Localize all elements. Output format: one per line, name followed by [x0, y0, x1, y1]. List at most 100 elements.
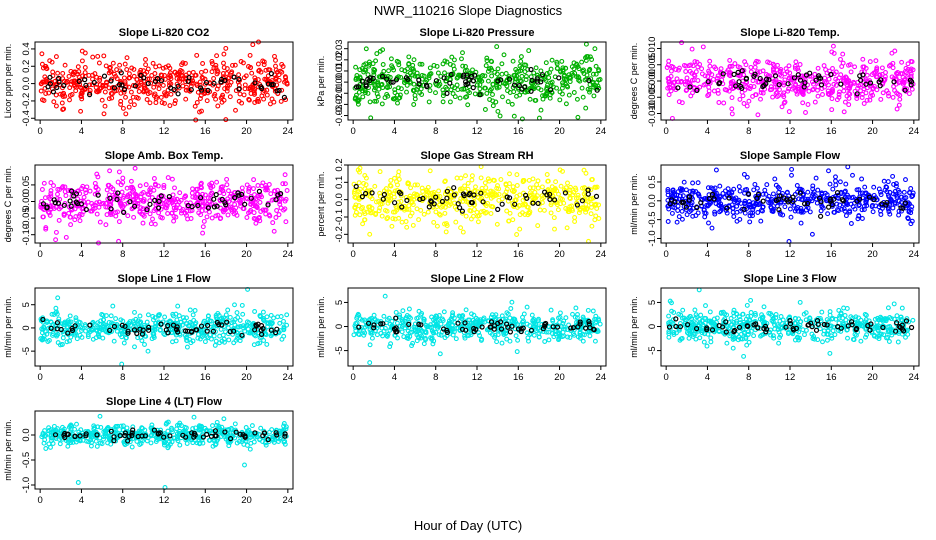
data-point	[168, 91, 174, 97]
data-point	[833, 182, 839, 188]
data-point	[209, 61, 215, 67]
data-point	[151, 187, 157, 193]
data-point	[199, 74, 205, 80]
data-point	[211, 65, 217, 71]
data-point	[39, 61, 45, 67]
data-point-black	[736, 79, 742, 85]
data-point	[571, 90, 577, 95]
data-point	[589, 57, 595, 62]
y-tick-label: -0.1	[334, 209, 345, 225]
data-point	[752, 64, 758, 70]
data-point	[354, 97, 360, 103]
data-point	[55, 191, 60, 197]
data-point	[103, 63, 109, 69]
data-point	[108, 313, 114, 319]
data-point	[858, 88, 863, 94]
x-tick-label: 20	[867, 249, 878, 260]
data-point	[517, 226, 523, 232]
data-point	[534, 182, 540, 188]
data-point	[782, 77, 788, 83]
data-point	[367, 342, 373, 348]
data-point	[831, 50, 837, 56]
data-point	[206, 209, 212, 215]
data-point	[252, 309, 258, 314]
data-point	[776, 93, 782, 98]
data-point	[489, 86, 494, 92]
data-point	[531, 332, 537, 338]
data-point	[128, 178, 134, 184]
data-point	[264, 92, 270, 98]
data-point	[381, 313, 387, 319]
data-point	[514, 183, 520, 188]
data-point	[566, 92, 572, 98]
data-point	[895, 70, 901, 75]
data-point	[805, 189, 811, 195]
data-point	[561, 76, 567, 82]
data-point	[228, 79, 234, 85]
data-point	[683, 88, 689, 93]
data-point	[264, 87, 270, 93]
data-point	[119, 189, 125, 195]
data-point	[415, 84, 421, 90]
data-point	[132, 309, 137, 315]
data-point-black	[384, 76, 390, 82]
data-point	[787, 70, 793, 76]
data-point	[499, 340, 505, 346]
data-point	[837, 89, 842, 95]
data-point	[518, 54, 524, 60]
data-point	[156, 86, 162, 92]
data-point	[109, 85, 115, 91]
data-point	[846, 102, 852, 108]
data-point	[675, 208, 681, 213]
data-point	[53, 92, 59, 98]
data-point	[498, 177, 504, 182]
data-point	[269, 96, 275, 102]
x-tick-label: 12	[785, 249, 796, 260]
data-point	[131, 66, 137, 72]
data-point-black	[539, 72, 546, 78]
data-point	[499, 71, 505, 77]
data-point	[221, 60, 226, 66]
data-point	[526, 177, 532, 183]
data-point-black	[203, 79, 210, 86]
data-point	[488, 58, 494, 64]
data-point	[137, 313, 143, 319]
data-point	[729, 111, 735, 117]
data-point	[574, 96, 580, 102]
data-point	[260, 309, 266, 315]
data-point	[131, 102, 137, 108]
data-point-black	[731, 71, 737, 78]
data-point	[213, 96, 219, 102]
data-point	[121, 75, 127, 81]
data-point	[586, 67, 592, 73]
data-point	[842, 99, 848, 105]
x-tick-label: 20	[554, 249, 565, 260]
x-tick-label: 4	[705, 249, 710, 260]
data-point	[511, 113, 517, 119]
data-point-black	[838, 81, 844, 87]
data-point	[165, 175, 171, 181]
y-tick-label: -0.01	[334, 82, 345, 104]
x-tick-label: 8	[433, 249, 438, 260]
data-point	[367, 99, 373, 105]
data-point	[732, 61, 738, 67]
data-point-black	[152, 197, 158, 203]
data-point	[142, 342, 147, 347]
data-point	[820, 92, 825, 97]
data-point	[261, 96, 267, 102]
data-point	[427, 65, 433, 71]
data-point	[400, 308, 406, 314]
data-point	[142, 85, 148, 91]
data-point	[533, 65, 539, 71]
data-point	[693, 69, 699, 75]
data-point	[675, 203, 681, 209]
data-point	[389, 223, 395, 229]
data-point	[797, 62, 803, 67]
x-tick-label: 16	[200, 249, 211, 260]
data-point	[233, 107, 238, 113]
data-point	[251, 177, 257, 183]
data-point-black	[447, 80, 453, 86]
data-point	[507, 338, 513, 344]
data-point	[225, 212, 231, 218]
data-point	[519, 116, 525, 122]
